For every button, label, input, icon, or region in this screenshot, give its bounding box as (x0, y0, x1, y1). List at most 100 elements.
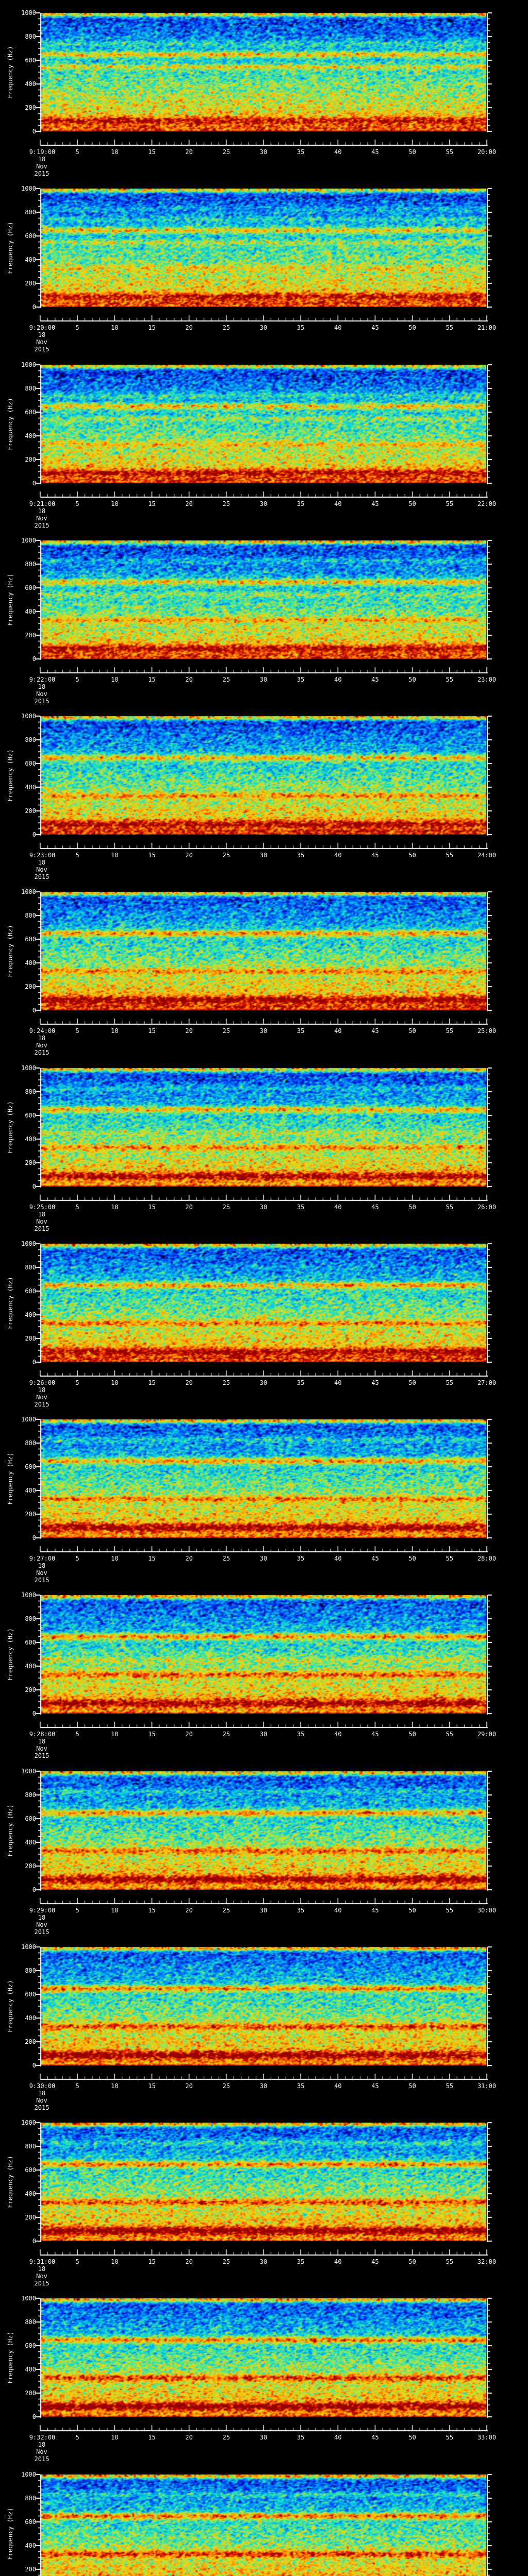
y-axis-title: Frequency (Hz) (7, 398, 14, 450)
x-tick-label: 5 (75, 2258, 79, 2265)
x-tick-label: 20 (185, 2434, 193, 2441)
x-tick-label: 5 (75, 2082, 79, 2090)
x-start-time-label: 9:21:00 (29, 500, 56, 507)
y-tick-label: 1000 (21, 1240, 36, 1247)
y-tick-label: 600 (25, 2518, 36, 2526)
y-tick-label: 800 (25, 561, 36, 568)
date-label: 2015 (34, 2104, 50, 2111)
spectrogram-canvas (0, 879, 528, 1055)
date-label: 18 (38, 156, 46, 163)
x-tick-label: 40 (334, 2082, 342, 2090)
date-label: 2015 (34, 1577, 50, 1584)
x-tick-label: 10 (111, 852, 119, 859)
x-tick-label: 10 (111, 1907, 119, 1914)
y-tick-label: 1000 (21, 9, 36, 16)
y-tick-label: 800 (25, 2318, 36, 2326)
x-start-time-label: 9:32:00 (29, 2434, 56, 2441)
spectrogram-canvas (0, 1582, 528, 1758)
x-tick-label: 45 (371, 148, 379, 156)
y-tick-label: 200 (25, 632, 36, 639)
x-tick-label: 25 (222, 1027, 230, 1035)
y-tick-label: 400 (25, 2014, 36, 2022)
y-tick-label: 600 (25, 232, 36, 240)
y-tick-label: 600 (25, 1112, 36, 1119)
x-start-time-label: 9:22:00 (29, 676, 56, 683)
y-tick-label: 0 (32, 1183, 36, 1190)
x-tick-label: 15 (148, 500, 156, 507)
spectrogram-canvas (0, 176, 528, 352)
y-tick-label: 800 (25, 209, 36, 216)
x-tick-label: 40 (334, 148, 342, 156)
x-tick-label: 25 (222, 2082, 230, 2090)
x-tick-label: 30 (259, 1027, 268, 1035)
x-tick-label: 20 (185, 676, 193, 683)
x-tick-label: 10 (111, 1027, 119, 1035)
x-tick-label: 30 (259, 1907, 268, 1914)
x-end-time-label: 30:00 (477, 1907, 497, 1914)
x-end-time-label: 20:00 (477, 148, 497, 156)
x-tick-label: 40 (334, 1731, 342, 1738)
date-label: Nov (36, 338, 47, 346)
x-tick-label: 55 (446, 1731, 454, 1738)
date-label: 18 (38, 2441, 46, 2448)
x-tick-label: 15 (148, 324, 156, 331)
y-tick-label: 800 (25, 33, 36, 40)
x-tick-label: 25 (222, 2434, 230, 2441)
y-tick-label: 400 (25, 1311, 36, 1318)
x-tick-label: 15 (148, 1731, 156, 1738)
x-tick-label: 15 (148, 1204, 156, 1211)
y-tick-label: 0 (32, 1710, 36, 1717)
y-axis-title: Frequency (Hz) (7, 1804, 14, 1857)
y-tick-label: 400 (25, 959, 36, 967)
x-end-time-label: 24:00 (477, 852, 497, 859)
x-tick-label: 25 (222, 2258, 230, 2265)
x-end-time-label: 23:00 (477, 676, 497, 683)
y-tick-label: 400 (25, 608, 36, 615)
date-label: Nov (36, 1394, 47, 1401)
date-label: 18 (38, 2090, 46, 2097)
x-tick-label: 25 (222, 324, 230, 331)
x-tick-label: 30 (259, 2082, 268, 2090)
x-tick-label: 5 (75, 1907, 79, 1914)
y-tick-label: 1000 (21, 2295, 36, 2302)
x-tick-label: 50 (408, 2082, 416, 2090)
x-end-time-label: 29:00 (477, 1731, 497, 1738)
y-tick-label: 200 (25, 1335, 36, 1342)
y-tick-label: 600 (25, 936, 36, 943)
date-label: 18 (38, 331, 46, 338)
x-tick-label: 30 (259, 1379, 268, 1386)
x-tick-label: 45 (371, 324, 379, 331)
y-tick-label: 200 (25, 1686, 36, 1693)
date-label: Nov (36, 690, 47, 698)
y-tick-label: 400 (25, 2366, 36, 2373)
x-tick-label: 50 (408, 1555, 416, 1562)
x-tick-label: 55 (446, 1204, 454, 1211)
y-tick-label: 0 (32, 480, 36, 487)
x-tick-label: 40 (334, 852, 342, 859)
x-tick-label: 25 (222, 1379, 230, 1386)
y-tick-label: 1000 (21, 713, 36, 720)
date-label: 18 (38, 1914, 46, 1921)
x-tick-label: 50 (408, 1379, 416, 1386)
y-tick-label: 200 (25, 1862, 36, 1870)
x-tick-label: 35 (296, 2258, 305, 2265)
date-label: 18 (38, 2265, 46, 2273)
x-tick-label: 15 (148, 1379, 156, 1386)
y-tick-label: 400 (25, 432, 36, 439)
y-tick-label: 600 (25, 1815, 36, 1822)
x-end-time-label: 26:00 (477, 1204, 497, 1211)
y-tick-label: 1000 (21, 888, 36, 895)
x-tick-label: 55 (446, 1379, 454, 1386)
date-label: Nov (36, 2273, 47, 2280)
spectrogram-canvas (0, 352, 528, 528)
x-tick-label: 35 (296, 2434, 305, 2441)
x-tick-label: 5 (75, 852, 79, 859)
spectrogram-panel-9-22-00: 0 200 400 600 800 1000 Frequency (Hz) 5 10 15 20 25… (0, 528, 528, 705)
x-start-time-label: 9:28:00 (29, 1731, 56, 1738)
x-tick-label: 20 (185, 500, 193, 507)
date-label: Nov (36, 2097, 47, 2104)
x-tick-label: 50 (408, 1027, 416, 1035)
y-tick-label: 600 (25, 584, 36, 591)
x-tick-label: 55 (446, 324, 454, 331)
